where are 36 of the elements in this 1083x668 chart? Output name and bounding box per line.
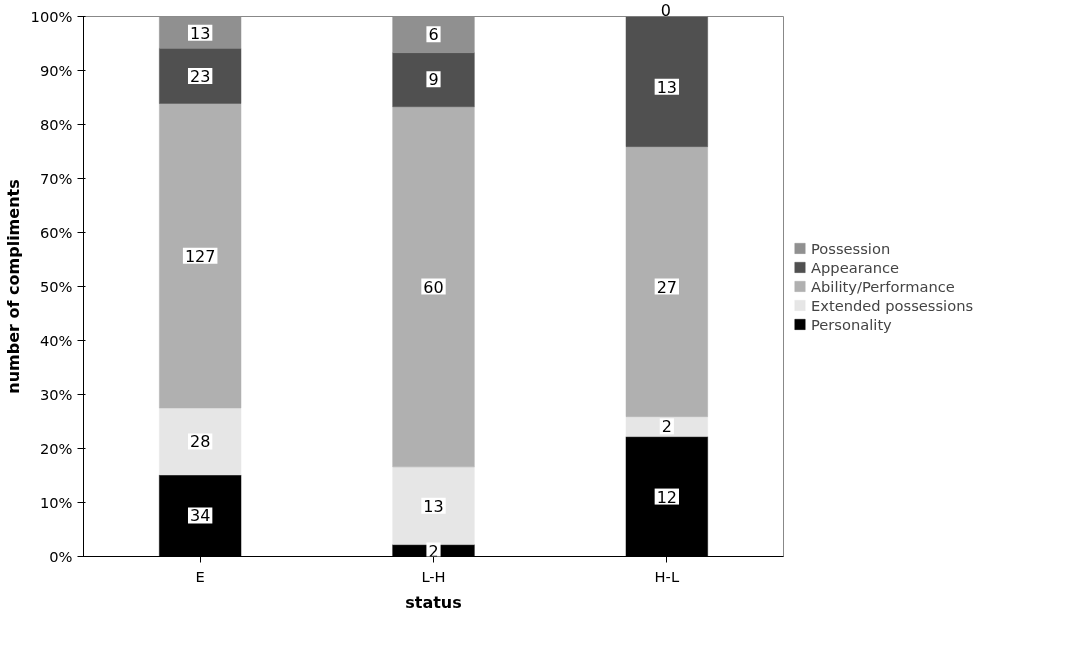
y-tick-label: 40% bbox=[39, 332, 73, 349]
x-tick-label: H-L bbox=[654, 567, 680, 585]
annotation: 13 bbox=[656, 77, 678, 97]
annotation: 9 bbox=[428, 70, 439, 90]
annotation: 2 bbox=[428, 541, 439, 561]
annotation: 13 bbox=[189, 23, 211, 43]
y-tick-label: 80% bbox=[39, 116, 73, 133]
legend-label: Appearance bbox=[811, 258, 900, 276]
legend-label: Ability/Performance bbox=[811, 277, 955, 295]
y-tick-label: 0% bbox=[49, 548, 73, 565]
y-tick-label: 90% bbox=[39, 62, 73, 79]
annotation: 34 bbox=[189, 506, 211, 526]
y-tick-label: 10% bbox=[39, 494, 73, 511]
x-tick-label: L-H bbox=[421, 567, 446, 585]
legend-label: Extended possessions bbox=[811, 296, 974, 314]
legend-label: Possession bbox=[811, 239, 891, 257]
x-tick-label: E bbox=[195, 567, 205, 585]
y-tick-label: 70% bbox=[39, 170, 73, 187]
annotation: 0 bbox=[660, 0, 672, 20]
annotation: 13 bbox=[423, 496, 444, 516]
annotation: 23 bbox=[189, 66, 211, 86]
annotation: 127 bbox=[184, 246, 216, 266]
annotation: 28 bbox=[189, 432, 211, 452]
annotation: 27 bbox=[656, 277, 678, 297]
legend-label: Personality bbox=[811, 315, 892, 333]
y-tick-label: 20% bbox=[39, 440, 73, 457]
y-tick-label: 30% bbox=[39, 386, 73, 403]
annotation: 2 bbox=[661, 417, 672, 437]
annotation: 60 bbox=[423, 277, 444, 297]
y-tick-label: 50% bbox=[39, 278, 73, 295]
y-tick-label: 60% bbox=[39, 224, 73, 241]
y-tick-label: 100% bbox=[30, 8, 73, 25]
x-axis-title: status bbox=[405, 592, 462, 612]
annotation: 12 bbox=[656, 487, 678, 507]
y-axis-title: number of compliments bbox=[3, 179, 23, 394]
annotation: 6 bbox=[428, 25, 439, 45]
